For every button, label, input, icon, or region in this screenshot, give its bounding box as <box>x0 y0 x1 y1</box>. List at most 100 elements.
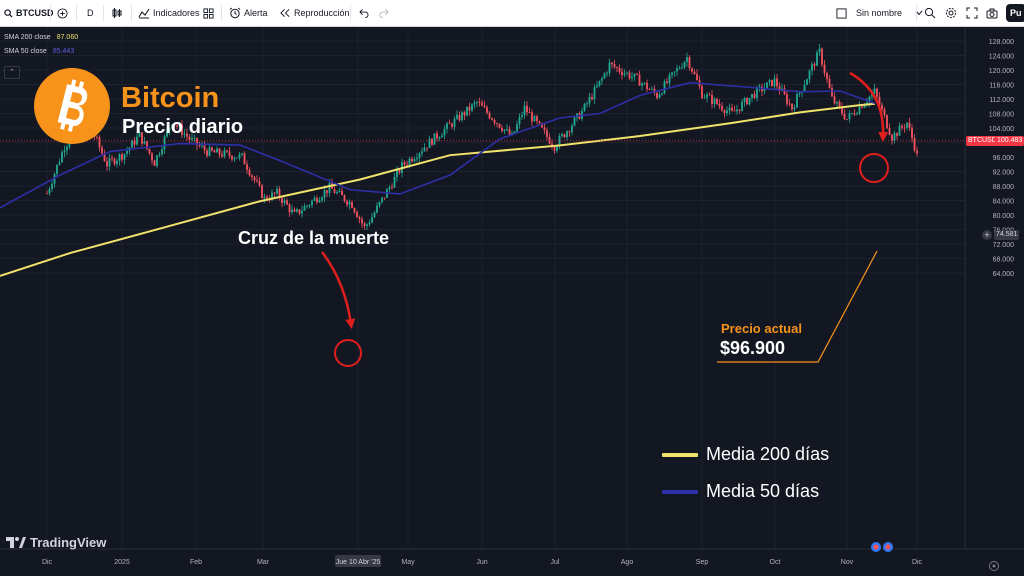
legend-item-sma-200: Media 200 días <box>662 444 829 465</box>
candle-body <box>908 122 911 128</box>
candle-body <box>441 135 443 138</box>
settings-button[interactable] <box>945 0 957 26</box>
candle-body <box>886 115 888 129</box>
chart-type-button[interactable] <box>111 0 123 26</box>
candle-body <box>398 170 401 173</box>
candle-body <box>328 183 331 193</box>
x-tick-label: Sep <box>696 559 709 566</box>
axis-settings-icon[interactable] <box>989 561 999 571</box>
candle-body <box>728 107 731 111</box>
x-tick-label: 2025 <box>114 559 130 566</box>
quick-search-button[interactable] <box>924 0 936 26</box>
candle-body <box>626 72 628 74</box>
candle-body <box>161 149 163 155</box>
legend-label-sma-200: Media 200 días <box>706 444 830 464</box>
candle-body <box>216 148 218 153</box>
candle-body <box>61 152 63 163</box>
candle-body <box>846 119 848 120</box>
candle-body <box>291 209 293 213</box>
candle-body <box>336 192 338 194</box>
candle-body <box>766 82 768 88</box>
candle-body <box>543 127 546 131</box>
chart-title: Bitcoin <box>121 82 220 114</box>
sma-200-legend[interactable]: SMA 200 close 87.060 <box>4 31 78 45</box>
candle-body <box>273 192 276 194</box>
candle-body <box>873 88 876 94</box>
y-tick-label: 64.000 <box>993 271 1015 278</box>
undo-button[interactable] <box>358 0 369 26</box>
price-chart[interactable]: 128.000 124.000 120.000 116.000 112.000 108.0… <box>0 27 1024 576</box>
candle-body <box>663 81 666 94</box>
alarm-clock-icon <box>229 7 241 19</box>
fullscreen-icon <box>966 7 978 19</box>
candle-body <box>561 134 563 137</box>
candle-body <box>656 92 658 98</box>
replay-button[interactable]: Reproducción <box>280 0 350 26</box>
x-tick-label: Dic <box>42 559 53 566</box>
candle-body <box>693 71 696 74</box>
candle-body <box>358 217 361 220</box>
redo-button[interactable] <box>379 0 390 26</box>
y-tick-label: 128.000 <box>989 39 1014 46</box>
candle-body <box>786 94 788 104</box>
last-price-tag: 100.483 <box>995 135 1024 146</box>
candle-body <box>583 103 586 111</box>
crosshair-add-button[interactable]: + <box>982 229 992 240</box>
y-tick-label: 80.000 <box>993 213 1015 220</box>
fullscreen-button[interactable] <box>966 0 978 26</box>
compare-button[interactable] <box>57 0 68 26</box>
candle-body <box>46 193 48 195</box>
sma-50-legend[interactable]: SMA 50 close 85.443 <box>4 45 78 59</box>
candle-body <box>568 131 571 133</box>
candle-body <box>628 72 631 79</box>
y-tick-label: 72.000 <box>993 242 1015 249</box>
candle-body <box>231 155 233 160</box>
symbol-search[interactable]: BTCUSD <box>4 0 54 26</box>
indicators-button[interactable]: Indicadores <box>138 0 200 26</box>
candle-body <box>413 159 416 162</box>
tradingview-logo[interactable]: TradingView <box>6 535 106 550</box>
candle-body <box>306 205 308 207</box>
candle-body <box>493 119 496 123</box>
candle-body <box>641 83 643 86</box>
candles <box>46 43 918 231</box>
templates-button[interactable] <box>203 0 214 26</box>
layout-name-button[interactable]: Sin nombre <box>836 0 923 26</box>
candle-body <box>486 107 488 113</box>
candle-body <box>651 88 653 90</box>
candle-body <box>841 106 843 114</box>
candle-body <box>681 67 683 69</box>
candle-body <box>356 212 358 218</box>
candle-body <box>501 127 503 132</box>
candle-body <box>483 105 486 108</box>
candle-body <box>636 73 638 75</box>
sma-50-line <box>0 81 876 209</box>
candle-body <box>723 110 726 114</box>
candle-body <box>261 185 263 198</box>
x-tick-label: Jul <box>551 559 560 566</box>
candle-body <box>488 112 491 119</box>
candle-body <box>96 136 98 138</box>
candle-body <box>853 113 856 115</box>
alert-button[interactable]: Alerta <box>229 0 268 26</box>
candle-body <box>906 122 908 128</box>
candle-body <box>868 96 871 103</box>
candle-body <box>208 147 211 156</box>
snapshot-button[interactable] <box>986 0 998 26</box>
candle-body <box>126 150 128 154</box>
current-price-callout-line <box>717 250 878 363</box>
event-flags-icon <box>871 542 893 552</box>
candle-body <box>866 102 868 105</box>
candle-body <box>156 155 158 166</box>
candle-body <box>433 133 436 145</box>
interval-button[interactable]: D <box>87 0 94 26</box>
candle-body <box>661 93 663 95</box>
candle-body <box>736 109 738 112</box>
candle-body <box>448 123 451 125</box>
collapse-legend-button[interactable]: ⌃ <box>4 66 20 79</box>
candle-body <box>916 150 918 154</box>
publish-button[interactable]: Pu <box>1006 4 1024 22</box>
candle-body <box>201 145 203 147</box>
candle-body <box>343 195 346 202</box>
candle-body <box>258 181 261 186</box>
